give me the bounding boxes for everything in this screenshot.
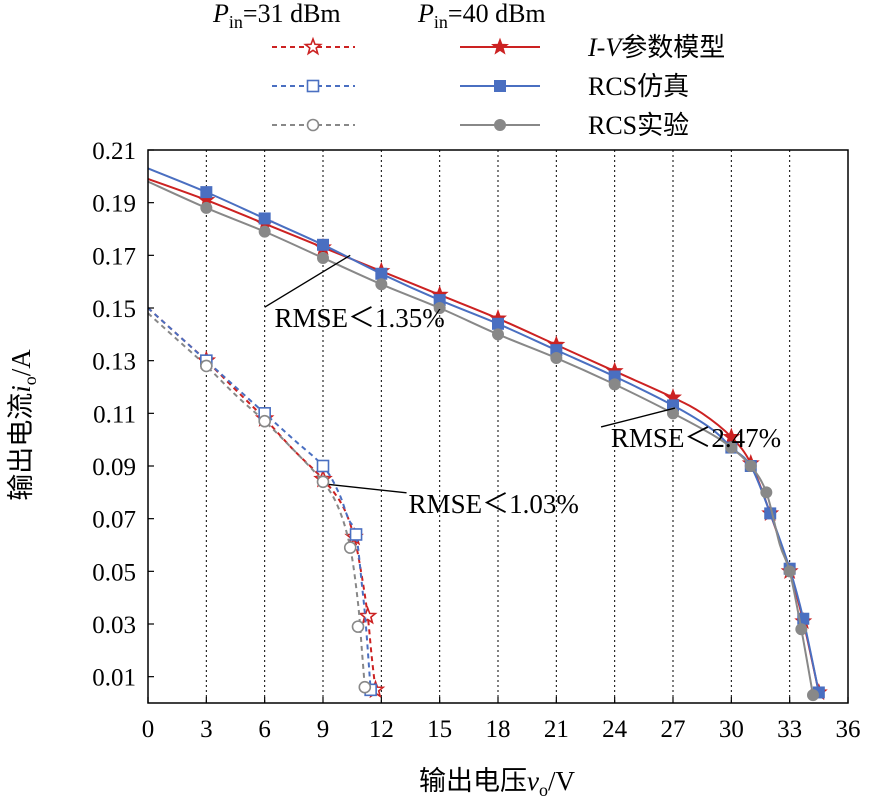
data-point — [358, 680, 372, 694]
series-31dBm-sim — [147, 307, 377, 697]
legend-label-model: I-V参数模型 — [587, 33, 725, 62]
data-point — [317, 238, 329, 251]
data-point — [494, 80, 506, 92]
y-tick-label: 0.19 — [92, 191, 136, 218]
x-tick-label: 24 — [602, 716, 628, 743]
x-tick-label: 0 — [142, 716, 155, 743]
x-tick-label: 36 — [836, 716, 861, 743]
annotation-leader — [328, 483, 407, 494]
legend: Pin=31 dBm Pin=40 dBm I-V参数模型 RCS仿真 RCS实… — [212, 0, 725, 140]
legend-label-exp: RCS实验 — [588, 111, 689, 140]
annotations: RMSE＜1.35% RMSE＜2.47% RMSE＜1.03% — [264, 254, 781, 519]
x-tick-label: 27 — [661, 716, 686, 743]
series-line — [147, 180, 814, 696]
x-tick-label: 12 — [369, 716, 394, 743]
y-tick-label: 0.15 — [92, 296, 136, 323]
x-tick-label: 6 — [258, 716, 271, 743]
data-point — [316, 459, 330, 473]
data-point — [258, 225, 271, 238]
y-tick-label: 0.03 — [92, 612, 136, 639]
data-point — [357, 605, 378, 625]
x-tick-label: 15 — [427, 716, 452, 743]
series-line — [147, 307, 372, 690]
data-point — [760, 486, 773, 499]
data-point — [492, 317, 504, 330]
data-point — [317, 251, 329, 264]
series-group — [147, 167, 828, 702]
data-point — [795, 623, 808, 636]
x-tick-label: 9 — [317, 716, 330, 743]
data-point — [306, 79, 320, 93]
data-point — [725, 441, 738, 454]
y-tick-label: 0.21 — [92, 138, 136, 165]
data-point — [375, 278, 388, 291]
data-point — [722, 427, 741, 445]
data-point — [550, 352, 563, 365]
data-point — [491, 37, 509, 55]
legend-header-40dbm: Pin=40 dBm — [417, 0, 546, 32]
data-point — [303, 36, 323, 56]
y-tick-label: 0.17 — [92, 243, 136, 270]
data-point — [433, 302, 446, 314]
x-tick-label: 30 — [719, 716, 744, 743]
x-axis-title: 输出电压vo/V — [419, 766, 575, 800]
legend-swatches — [272, 36, 540, 132]
data-point — [306, 118, 320, 132]
series-40dBm-exp — [147, 180, 819, 702]
vertical-grid — [205, 150, 791, 703]
data-point — [492, 328, 504, 341]
annotation-leader — [264, 254, 351, 308]
data-point — [343, 541, 357, 554]
data-point — [258, 212, 271, 225]
data-point — [494, 119, 506, 131]
series-line — [147, 312, 366, 688]
data-point — [608, 378, 621, 391]
y-tick-label: 0.07 — [92, 507, 136, 534]
series-31dBm-exp — [147, 312, 372, 694]
y-tick-label: 0.11 — [93, 401, 136, 428]
y-tick-label: 0.01 — [92, 665, 136, 692]
y-axis-title: 输出电流io/A — [6, 349, 40, 501]
data-point — [349, 528, 363, 541]
data-point — [375, 267, 388, 280]
annotation-label: RMSE＜1.35% — [275, 303, 445, 333]
annotation-leader — [600, 407, 676, 428]
y-tick-label: 0.05 — [92, 559, 136, 586]
data-point — [807, 689, 819, 702]
x-tick-label: 18 — [486, 716, 511, 743]
annotation-label: RMSE＜2.47% — [611, 423, 781, 453]
data-point — [316, 475, 330, 489]
data-point — [200, 186, 213, 199]
x-tick-label: 3 — [200, 716, 213, 743]
data-point — [667, 407, 679, 420]
annotation-label: RMSE＜1.03% — [409, 489, 579, 519]
data-point — [783, 565, 796, 578]
data-point — [258, 414, 271, 428]
series-31dBm-model — [147, 307, 386, 699]
data-point — [744, 460, 757, 472]
x-tick-label: 21 — [544, 716, 569, 743]
data-point — [200, 201, 213, 214]
data-point — [200, 359, 213, 373]
y-tick-label: 0.09 — [92, 454, 136, 481]
x-tick-label: 33 — [777, 716, 802, 743]
axis-ticks: 0 3 6 9 12 15 18 21 24 27 30 33 360.010.030.050.070.… — [92, 138, 860, 743]
legend-label-sim: RCS仿真 — [588, 72, 689, 101]
y-tick-label: 0.13 — [92, 349, 136, 376]
data-point — [351, 620, 365, 633]
legend-header-31dbm: Pin=31 dBm — [212, 0, 341, 32]
